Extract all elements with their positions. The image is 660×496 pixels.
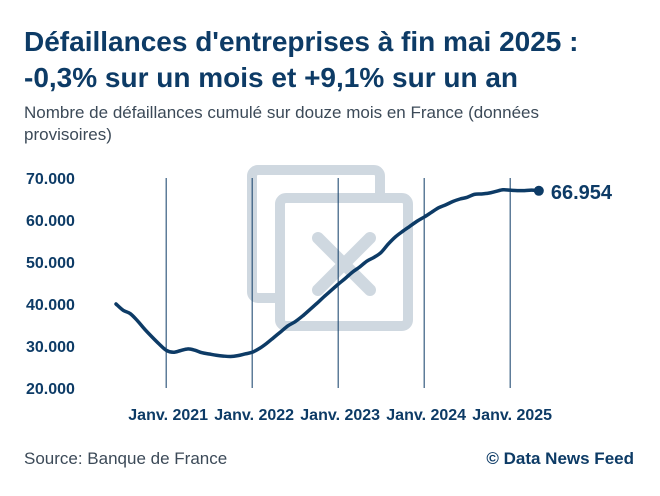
chart-title-line-1: Défaillances d'entreprises à fin mai 202… [24,26,579,57]
y-tick-label: 60.000 [26,213,75,230]
chart-title: Défaillances d'entreprises à fin mai 202… [24,24,644,96]
y-axis-ticks: 20.000 30.000 40.000 50.000 60.000 70.000 [26,171,75,398]
line-chart: 20.000 30.000 40.000 50.000 60.000 70.000 Jan… [26,165,613,424]
y-tick-label: 70.000 [26,171,75,188]
chart-title-line-2: -0,3% sur un mois et +9,1% sur un an [24,62,519,93]
x-tick-label: Janv. 2021 [128,407,208,424]
x-tick-label: Janv. 2023 [300,407,380,424]
x-tick-label: Janv. 2022 [214,407,294,424]
series-group: 66.954 [114,182,613,359]
y-tick-label: 50.000 [26,255,75,272]
y-tick-label: 20.000 [26,381,75,398]
credit-label: © Data News Feed [486,449,634,468]
y-tick-label: 30.000 [26,339,75,356]
series-line [114,187,541,359]
end-point-marker [533,185,544,196]
x-axis-ticks: Janv. 2021 Janv. 2022 Janv. 2023 Janv. 2024… [128,407,552,424]
chart-subtitle: Nombre de défaillances cumulé sur douze … [24,103,539,144]
x-tick-label: Janv. 2024 [386,407,466,424]
end-value-label: 66.954 [551,182,613,204]
x-tick-label: Janv. 2025 [472,407,552,424]
source-note: Source: Banque de France [24,449,228,468]
broken-image-watermark-icon [247,165,413,331]
y-tick-label: 40.000 [26,297,75,314]
